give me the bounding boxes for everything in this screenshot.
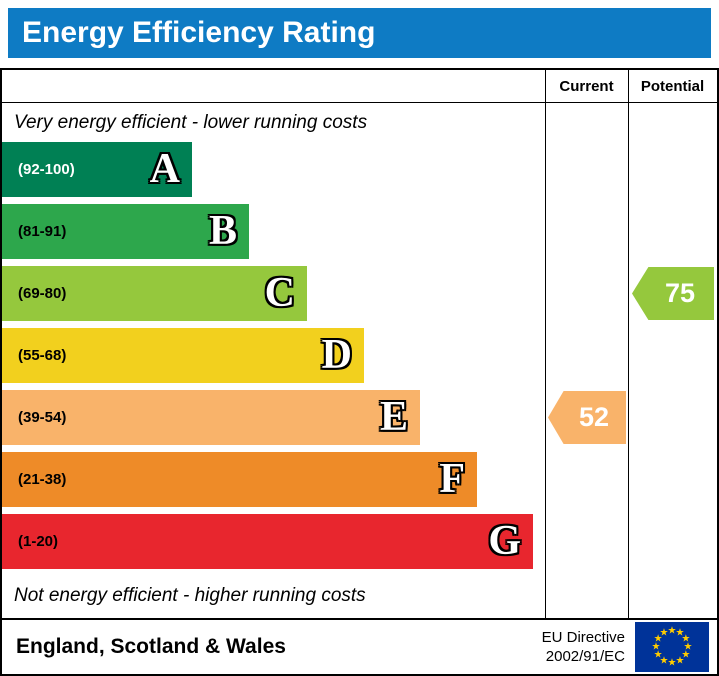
region-label: England, Scotland & Wales [16,635,286,658]
band-row-a: (92-100) A [2,142,543,204]
band-bar-e: (39-54) E [2,390,420,445]
band-bar-a: (92-100) A [2,142,192,197]
eu-flag-icon: ★ ★ ★ ★ ★ ★ ★ ★ ★ ★ ★ ★ [635,622,709,672]
column-divider [628,70,629,618]
band-letter: D [321,332,352,378]
band-range-label: (55-68) [18,347,67,364]
svg-text:★: ★ [681,634,690,645]
potential-rating-value: 75 [664,278,696,308]
epc-chart: Current Potential Very energy efficient … [0,68,719,620]
band-bar-f: (21-38) F [2,452,477,507]
svg-text:★: ★ [652,642,661,653]
svg-text:★: ★ [676,655,685,666]
eu-directive-text: EU Directive 2002/91/EC [542,628,635,667]
band-bar-c: (69-80) C [2,266,307,321]
svg-text:★: ★ [654,650,663,661]
band-letter: C [264,270,295,316]
band-letter: G [488,518,521,564]
svg-text:★: ★ [676,628,685,639]
band-letter: A [149,146,180,192]
band-row-d: (55-68) D [2,328,543,390]
band-row-g: (1-20) G [2,514,543,576]
potential-rating-arrow: 75 [632,267,714,320]
eu-directive-line1: EU Directive [541,628,625,646]
band-letter: B [208,208,237,254]
band-letter: E [379,394,408,440]
band-range-label: (92-100) [18,161,75,178]
band-row-e: (39-54) E [2,390,543,452]
band-bar-b: (81-91) B [2,204,249,259]
svg-text:★: ★ [668,658,677,669]
column-header-current: Current [559,78,614,95]
band-range-label: (69-80) [18,285,67,302]
band-row-c: (69-80) C [2,266,543,328]
page-title: Energy Efficiency Rating [22,16,376,49]
svg-text:★: ★ [660,628,669,639]
eu-directive-line2: 2002/91/EC [545,648,625,665]
efficiency-note-top: Very energy efficient - lower running co… [14,111,368,133]
column-divider [545,70,546,618]
band-bar-g: (1-20) G [2,514,533,569]
current-rating-arrow: 52 [548,391,626,444]
svg-text:★: ★ [681,650,690,661]
band-bar-d: (55-68) D [2,328,364,383]
svg-text:★: ★ [684,642,693,653]
svg-text:★: ★ [660,655,669,666]
footer: England, Scotland & Wales EU Directive 2… [0,620,719,676]
band-range-label: (39-54) [18,409,67,426]
title-bar: Energy Efficiency Rating [8,8,711,58]
current-rating-value: 52 [578,402,610,432]
band-range-label: (1-20) [18,533,59,550]
band-range-label: (81-91) [18,223,67,240]
column-header-potential: Potential [640,78,705,95]
band-row-f: (21-38) F [2,452,543,514]
svg-text:★: ★ [654,634,663,645]
svg-text:★: ★ [668,626,677,637]
band-range-label: (21-38) [18,471,67,488]
band-letter: F [439,456,465,502]
column-header-row: Current Potential [2,70,717,103]
band-row-b: (81-91) B [2,204,543,266]
efficiency-note-bottom: Not energy efficient - higher running co… [14,585,366,606]
rating-bands: (92-100) A (81-91) B (69-80) C (55-68) D (39-54)… [2,142,543,576]
